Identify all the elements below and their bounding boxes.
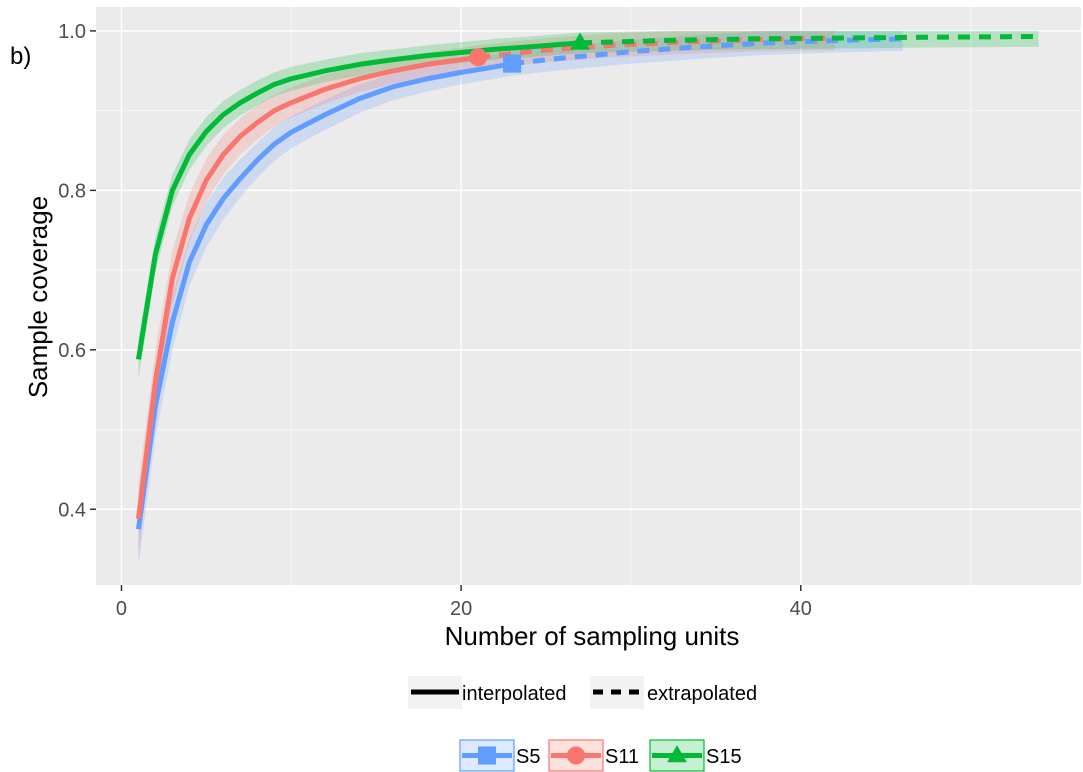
- panel-label: b): [10, 43, 31, 70]
- extrapolated-line-s15: [579, 33, 1039, 46]
- legend-label-extrapolated: extrapolated: [647, 683, 757, 705]
- extrapolated-line-s11: [477, 35, 835, 60]
- series-legend: S5 S11 S15: [459, 739, 742, 772]
- legend-label-s5: S5: [516, 746, 540, 768]
- x-axis-title: Number of sampling units: [445, 621, 740, 651]
- legend-label-interpolated: interpolated: [462, 683, 567, 705]
- y-tick-label: 0.4: [58, 499, 86, 521]
- x-tick-label: 40: [790, 598, 812, 620]
- method-legend: interpolated extrapolated: [408, 676, 757, 709]
- observed-markers: [469, 32, 590, 73]
- legend-marker-s11: [567, 746, 585, 765]
- legend-label-s11: S11: [605, 746, 639, 768]
- y-axis-title: Sample coverage: [23, 196, 53, 398]
- y-tick-label: 1.0: [58, 21, 86, 43]
- x-tick-label: 0: [116, 598, 127, 620]
- legend-marker-s15: [667, 745, 687, 763]
- interpolated-line-s15: [135, 40, 581, 360]
- interpolated-line-s5: [135, 61, 513, 530]
- observed-marker-s15: [570, 32, 590, 50]
- interpolated-line-s11: [135, 54, 479, 520]
- x-tick-label: 20: [450, 598, 472, 620]
- y-tick-label: 0.8: [58, 180, 86, 202]
- plot-background: [96, 7, 1081, 585]
- legend-marker-s5: [478, 746, 496, 765]
- grid-lines: [96, 7, 1081, 585]
- observed-marker-s5: [503, 54, 522, 73]
- legend-label-s15: S15: [706, 746, 742, 768]
- series-lines: [135, 33, 1039, 530]
- y-tick-label: 0.6: [58, 340, 86, 362]
- observed-marker-s11: [469, 48, 488, 67]
- axes: 0 20 40 0.4 0.6 0.8 1.0: [58, 21, 812, 620]
